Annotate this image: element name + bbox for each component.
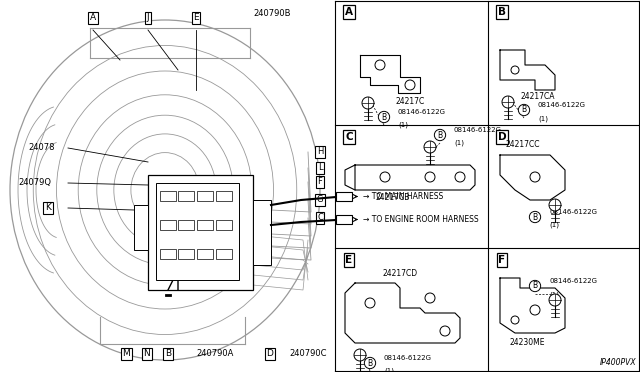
Text: 24079Q: 24079Q <box>18 179 51 187</box>
Circle shape <box>549 199 561 211</box>
Bar <box>160 249 176 259</box>
Circle shape <box>425 172 435 182</box>
Text: B: B <box>367 359 372 368</box>
Text: C: C <box>345 132 353 142</box>
Text: (1): (1) <box>454 140 464 147</box>
Text: A: A <box>345 7 353 17</box>
Text: K: K <box>45 203 51 212</box>
Bar <box>156 183 239 280</box>
Text: (1): (1) <box>398 122 408 128</box>
Text: E: E <box>346 255 353 265</box>
Text: 24217CA: 24217CA <box>520 92 555 101</box>
Text: G: G <box>317 196 323 205</box>
Text: L: L <box>317 164 323 173</box>
Text: B: B <box>498 7 506 17</box>
Circle shape <box>354 349 366 361</box>
Text: B: B <box>532 282 538 291</box>
Text: C: C <box>317 214 323 222</box>
Text: 24217CD: 24217CD <box>383 269 417 278</box>
Text: 08146-6122G: 08146-6122G <box>549 278 597 284</box>
Text: H: H <box>317 148 323 157</box>
Circle shape <box>380 172 390 182</box>
Circle shape <box>405 80 415 90</box>
Circle shape <box>511 316 519 324</box>
Text: B: B <box>381 112 387 122</box>
Circle shape <box>362 97 374 109</box>
Bar <box>197 191 213 201</box>
Text: B: B <box>522 106 527 115</box>
Circle shape <box>549 294 561 306</box>
Text: 08146-6122G: 08146-6122G <box>549 209 597 215</box>
Text: 24230ME: 24230ME <box>510 338 545 347</box>
Text: 08146-6122G: 08146-6122G <box>538 102 586 108</box>
Bar <box>148 175 253 290</box>
Text: J: J <box>147 13 149 22</box>
Text: A: A <box>90 13 96 22</box>
Text: D: D <box>498 132 506 142</box>
Circle shape <box>455 172 465 182</box>
Text: M: M <box>122 350 130 359</box>
Bar <box>253 200 271 265</box>
Bar <box>160 220 176 230</box>
Text: → TO MAIN HARNESS: → TO MAIN HARNESS <box>363 192 444 201</box>
Text: F: F <box>317 177 323 186</box>
Circle shape <box>502 96 514 108</box>
Bar <box>178 191 194 201</box>
Text: 08146-6122G: 08146-6122G <box>454 127 502 133</box>
Text: 24078: 24078 <box>28 144 54 153</box>
Circle shape <box>425 293 435 303</box>
Text: E: E <box>193 13 199 22</box>
Circle shape <box>530 305 540 315</box>
Text: 08146-6122G: 08146-6122G <box>384 355 432 361</box>
Bar <box>178 249 194 259</box>
Bar <box>160 191 176 201</box>
Text: 08146-6122G: 08146-6122G <box>398 109 446 115</box>
Circle shape <box>375 60 385 70</box>
Bar <box>336 192 352 201</box>
Text: N: N <box>143 350 150 359</box>
Text: B: B <box>437 131 443 140</box>
Bar <box>178 220 194 230</box>
Text: 24217CB: 24217CB <box>375 193 410 202</box>
Bar <box>197 220 213 230</box>
Text: IP400PVX: IP400PVX <box>600 358 636 367</box>
Circle shape <box>511 66 519 74</box>
Bar <box>134 205 148 250</box>
Bar <box>197 249 213 259</box>
Circle shape <box>440 326 450 336</box>
Text: 240790C: 240790C <box>289 350 327 359</box>
Text: 24217C: 24217C <box>396 97 424 106</box>
Text: (1): (1) <box>549 222 559 228</box>
Text: 240790B: 240790B <box>253 10 291 19</box>
Text: 24217CC: 24217CC <box>505 140 540 149</box>
Circle shape <box>424 141 436 153</box>
Text: (1): (1) <box>384 368 394 372</box>
Bar <box>216 191 232 201</box>
Text: F: F <box>499 255 506 265</box>
Text: (1): (1) <box>538 115 548 122</box>
Bar <box>216 249 232 259</box>
Circle shape <box>365 298 375 308</box>
Bar <box>336 215 352 224</box>
Circle shape <box>530 172 540 182</box>
Text: → TO ENGINE ROOM HARNESS: → TO ENGINE ROOM HARNESS <box>363 215 479 224</box>
Text: D: D <box>267 350 273 359</box>
Text: B: B <box>532 212 538 221</box>
Text: 240790A: 240790A <box>196 350 234 359</box>
Text: B: B <box>165 350 171 359</box>
Bar <box>216 220 232 230</box>
Text: (1): (1) <box>549 291 559 298</box>
